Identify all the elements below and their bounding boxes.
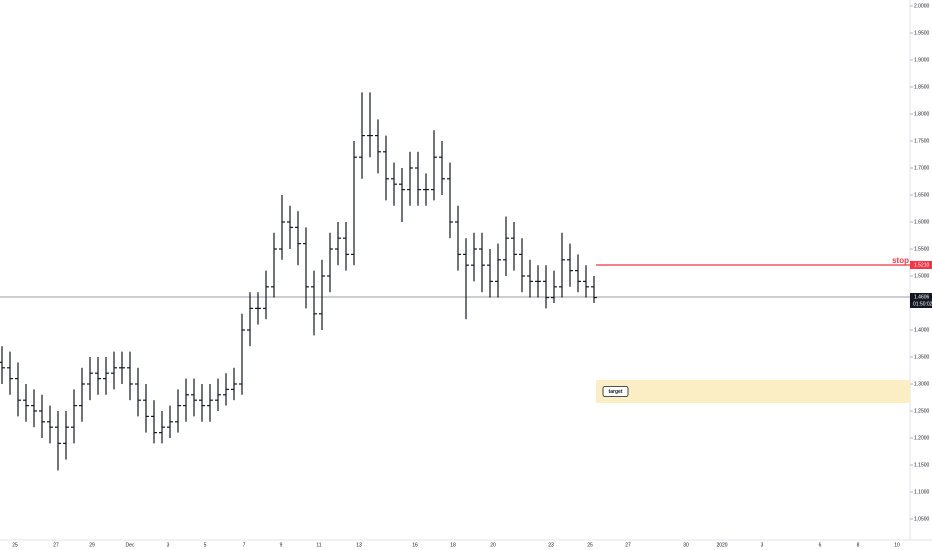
x-tick-label: 9 [280,542,283,548]
x-tick-label: 25 [587,542,593,548]
x-tick-label: 29 [89,542,95,548]
y-tick-label: 1.1000 [914,489,930,495]
x-tick-label: 18 [450,542,456,548]
x-tick-label: 7 [243,542,246,548]
x-tick-label: 16 [412,542,418,548]
target-zone [596,379,910,404]
x-tick-label: 13 [356,542,362,548]
y-tick-label: 1.5500 [914,246,930,252]
current-price-label: 1.4606 [914,294,930,300]
x-tick-label: 27 [53,542,59,548]
y-tick-label: 1.5000 [914,273,930,279]
stop-label: stop [892,256,909,265]
x-tick-label: 6 [819,542,822,548]
x-tick-label: Dec [126,542,135,548]
stop-price-tag [910,260,932,269]
y-tick-label: 1.6000 [914,219,930,225]
y-tick-label: 1.1500 [914,462,930,468]
y-tick-label: 1.7500 [914,138,930,144]
y-tick-label: 1.8000 [914,111,930,117]
y-tick-label: 1.0500 [914,516,930,522]
stop-price-label: 1.5210 [914,262,930,268]
y-tick-label: 1.3000 [914,381,930,387]
x-tick-label: 25 [12,542,18,548]
x-tick-label: 3 [761,542,764,548]
x-tick-label: 11 [316,542,321,548]
x-tick-label: 3 [167,542,170,548]
current-price-tag [910,293,932,308]
y-tick-label: 1.4000 [914,327,930,333]
x-tick-label: 23 [548,542,554,548]
target-label: target [609,389,623,395]
x-tick-label: 20 [490,542,496,548]
y-tick-label: 2.0000 [914,3,930,9]
y-tick-label: 1.2000 [914,435,930,441]
y-tick-label: 1.6500 [914,192,930,198]
y-tick-label: 1.2500 [914,408,930,414]
countdown-label: 01:50:02 [913,301,932,307]
x-tick-label: 30 [683,542,689,548]
y-tick-label: 1.9000 [914,57,930,63]
x-tick-label: 2020 [716,542,727,548]
x-tick-label: 27 [625,542,631,548]
y-tick-label: 1.7000 [914,165,930,171]
target-label-box [602,386,629,397]
y-tick-label: 1.9500 [914,30,930,36]
y-tick-label: 1.8500 [914,84,930,90]
y-tick-label: 1.3500 [914,354,930,360]
x-tick-label: 10 [894,542,900,548]
x-tick-label: 5 [204,542,207,548]
x-tick-label: 8 [857,542,860,548]
